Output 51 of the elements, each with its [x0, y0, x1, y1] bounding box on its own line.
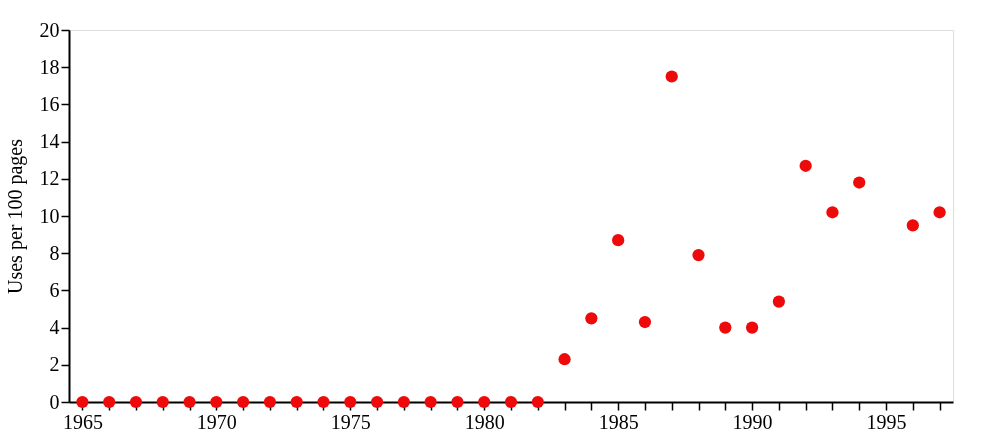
x-tick-label: 1990 [732, 410, 773, 433]
point [799, 159, 812, 172]
point [745, 321, 759, 334]
y-tick-label: 16 [39, 92, 60, 115]
point [504, 395, 518, 409]
point [344, 395, 357, 409]
y-tick-label: 18 [39, 55, 60, 78]
y-tick-label: 14 [39, 130, 60, 153]
y-tick-label: 0 [49, 390, 60, 413]
point [451, 395, 464, 409]
y-axis-title: Uses per 100 pages [3, 138, 27, 294]
point [183, 395, 196, 409]
y-tick-label: 20 [39, 18, 60, 41]
point [826, 206, 839, 219]
point [906, 219, 919, 232]
x-tick-label: 1980 [464, 410, 505, 433]
point [585, 312, 598, 325]
point [612, 234, 625, 247]
point [531, 395, 544, 409]
point [76, 395, 89, 409]
point [129, 395, 143, 409]
x-tick-label: 1970 [196, 410, 237, 433]
point [665, 70, 678, 83]
y-tick-label: 6 [49, 278, 60, 301]
point [290, 395, 303, 409]
point [317, 395, 330, 409]
point [156, 395, 169, 409]
point [478, 395, 491, 409]
x-tick-label: 1965 [62, 410, 103, 433]
point [772, 295, 785, 308]
x-tick-label: 1995 [866, 410, 907, 433]
point [692, 248, 705, 262]
point [638, 315, 652, 329]
point [558, 353, 571, 366]
y-tick-label: 12 [39, 167, 60, 190]
point [853, 176, 866, 189]
x-tick-label: 1975 [330, 410, 371, 433]
y-tick-label: 10 [39, 204, 60, 227]
x-tick-label: 1985 [598, 410, 639, 433]
point [103, 395, 116, 409]
point [397, 395, 410, 409]
point [210, 395, 223, 409]
point [424, 395, 437, 409]
y-tick-label: 2 [49, 353, 60, 376]
point [370, 395, 384, 409]
point [933, 206, 946, 219]
point [263, 395, 277, 409]
point [719, 321, 732, 334]
y-tick-label: 4 [49, 316, 60, 339]
point [237, 395, 250, 409]
y-tick-label: 8 [49, 241, 60, 264]
